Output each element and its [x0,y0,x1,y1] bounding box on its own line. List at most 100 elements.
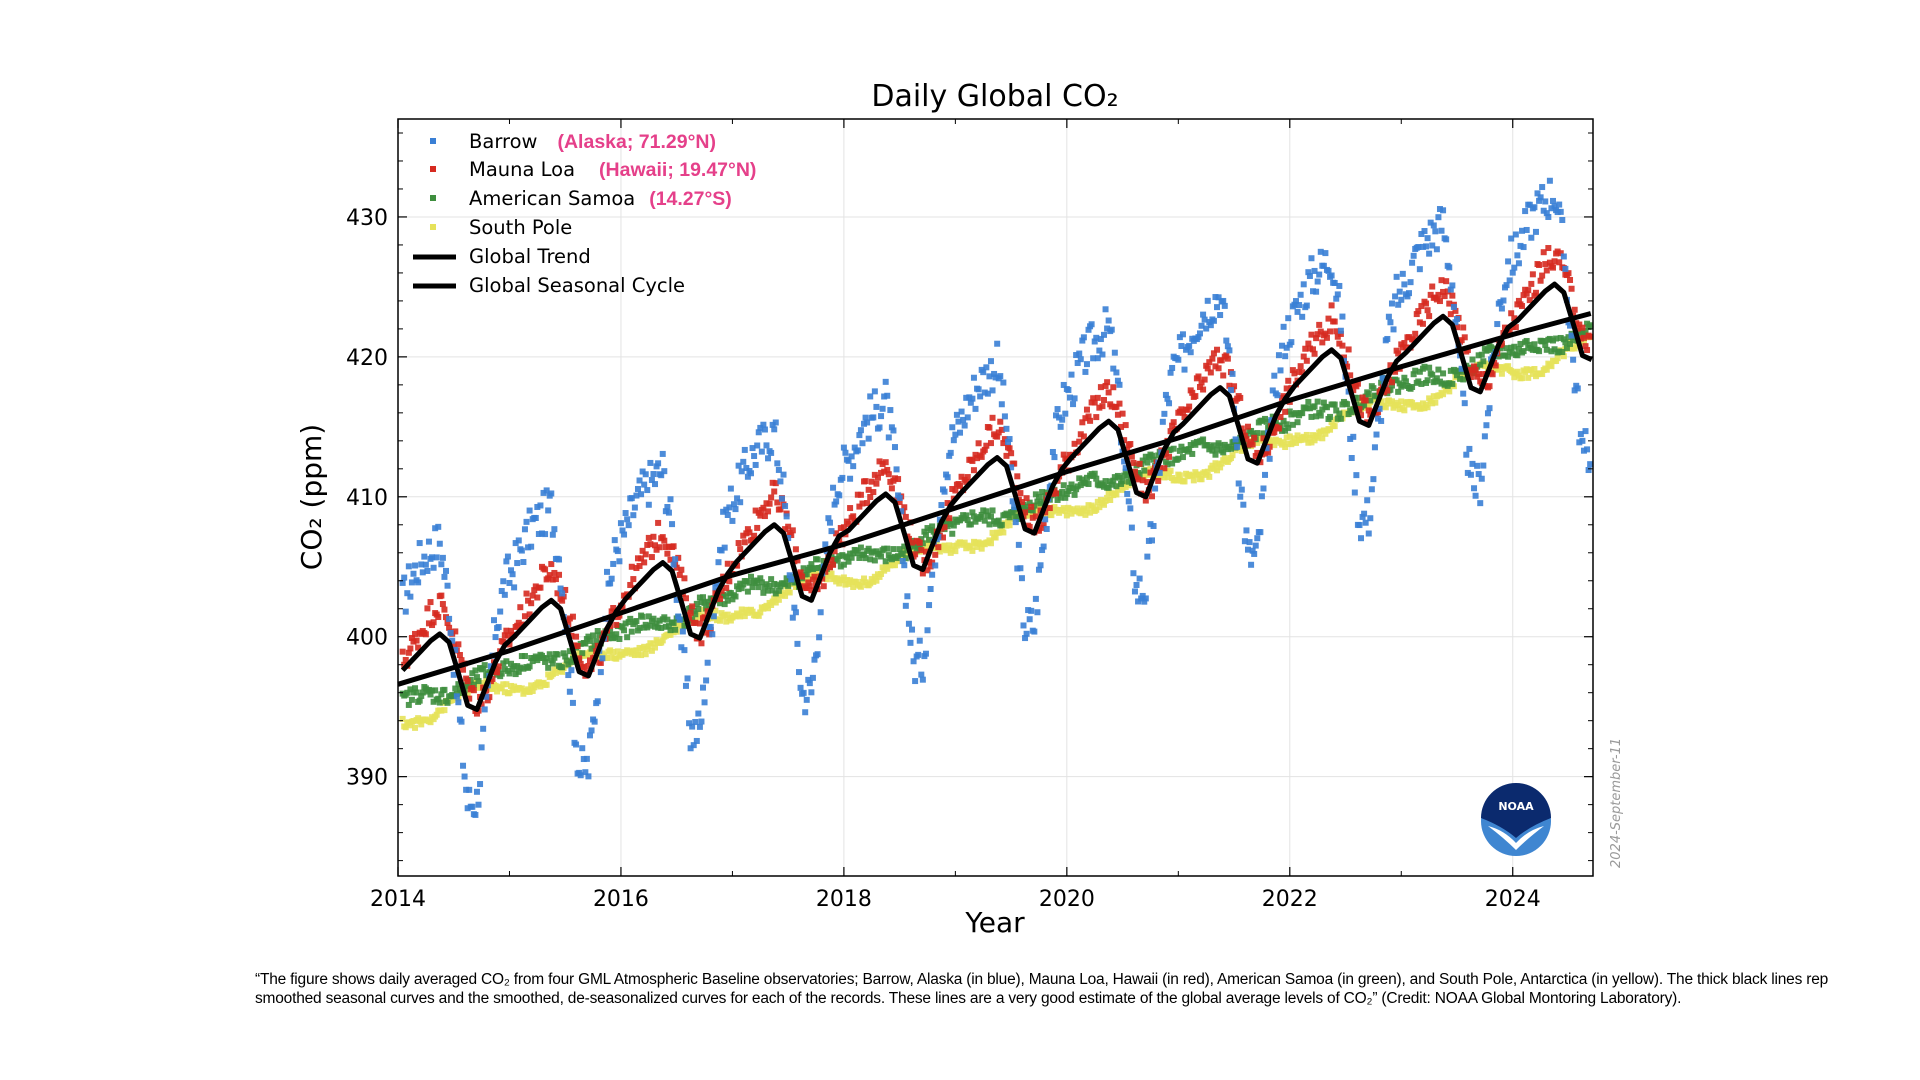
legend-label: Global Trend [469,245,591,268]
point-barrow [1162,391,1169,398]
point-american-samoa [963,512,970,519]
point-mauna-loa [1124,446,1131,453]
point-american-samoa [922,531,929,538]
point-mauna-loa [687,609,694,616]
point-mauna-loa [1135,476,1142,483]
point-mauna-loa [1392,368,1399,375]
point-american-samoa [1210,442,1217,449]
point-barrow [461,773,468,780]
point-barrow [1279,342,1286,349]
point-south-pole [508,682,515,689]
point-mauna-loa [974,455,981,462]
point-mauna-loa [1032,513,1039,520]
point-mauna-loa [1365,407,1372,414]
point-mauna-loa [1162,450,1169,457]
point-american-samoa [811,565,818,572]
point-barrow [1271,372,1278,379]
point-barrow [1388,300,1395,307]
point-barrow [984,390,991,397]
point-south-pole [836,580,843,587]
point-american-samoa [848,554,855,561]
point-american-samoa [481,662,488,669]
point-mauna-loa [1444,288,1451,295]
point-barrow [1152,485,1159,492]
point-barrow [1178,343,1185,350]
point-american-samoa [1449,380,1456,387]
point-barrow [607,580,614,587]
point-south-pole [415,715,422,722]
point-south-pole [1176,472,1183,479]
point-barrow [1562,265,1569,272]
point-american-samoa [738,585,745,592]
point-barrow [487,663,494,670]
noaa-logo-top [1481,783,1551,838]
point-mauna-loa [554,590,561,597]
point-barrow [1136,575,1143,582]
point-american-samoa [518,653,525,660]
point-american-samoa [1495,353,1502,360]
point-mauna-loa [1296,368,1303,375]
point-barrow [701,699,708,706]
point-barrow [997,373,1004,380]
x-tick-label: 2020 [1039,887,1095,912]
point-mauna-loa [566,615,573,622]
point-mauna-loa [1096,404,1103,411]
point-barrow [1096,347,1103,354]
point-american-samoa [529,658,536,665]
point-mauna-loa [902,513,909,520]
point-mauna-loa [1440,288,1447,295]
point-south-pole [969,547,976,554]
point-barrow [515,537,522,544]
point-barrow [1212,294,1219,301]
point-barrow [1461,400,1468,407]
point-mauna-loa [1017,490,1024,497]
point-mauna-loa [1438,277,1445,284]
point-barrow [732,506,739,513]
point-barrow [1384,335,1391,342]
point-mauna-loa [425,620,432,627]
point-barrow [848,453,855,460]
point-mauna-loa [797,569,804,576]
point-american-samoa [1331,401,1338,408]
point-mauna-loa [1142,497,1149,504]
point-mauna-loa [494,669,501,676]
point-barrow [452,646,459,653]
point-american-samoa [628,628,635,635]
point-barrow [786,572,793,579]
point-mauna-loa [1489,371,1496,378]
point-mauna-loa [724,560,731,567]
point-barrow [538,530,545,537]
point-american-samoa [698,599,705,606]
point-south-pole [1328,419,1335,426]
point-mauna-loa [597,659,604,666]
point-mauna-loa [1099,403,1106,410]
point-south-pole [405,719,412,726]
point-american-samoa [1361,402,1368,409]
point-mauna-loa [399,648,406,655]
point-american-samoa [735,586,742,593]
point-barrow [410,570,417,577]
point-barrow [1080,334,1087,341]
point-south-pole [1048,512,1055,519]
point-american-samoa [854,549,861,556]
point-american-samoa [1457,375,1464,382]
point-south-pole [1303,431,1310,438]
point-south-pole [768,601,775,608]
point-barrow [672,556,679,563]
point-american-samoa [565,661,572,668]
point-mauna-loa [896,499,903,506]
point-american-samoa [1563,344,1570,351]
point-mauna-loa [1008,450,1015,457]
point-mauna-loa [435,614,442,621]
point-american-samoa [856,554,863,561]
x-axis-label: Year [964,906,1025,939]
point-mauna-loa [975,440,982,447]
point-mauna-loa [981,446,988,453]
point-american-samoa [748,573,755,580]
point-barrow [1452,319,1459,326]
point-barrow [1018,575,1025,582]
point-barrow [1234,443,1241,450]
point-american-samoa [473,674,480,681]
point-south-pole [402,724,409,731]
point-barrow [577,772,584,779]
